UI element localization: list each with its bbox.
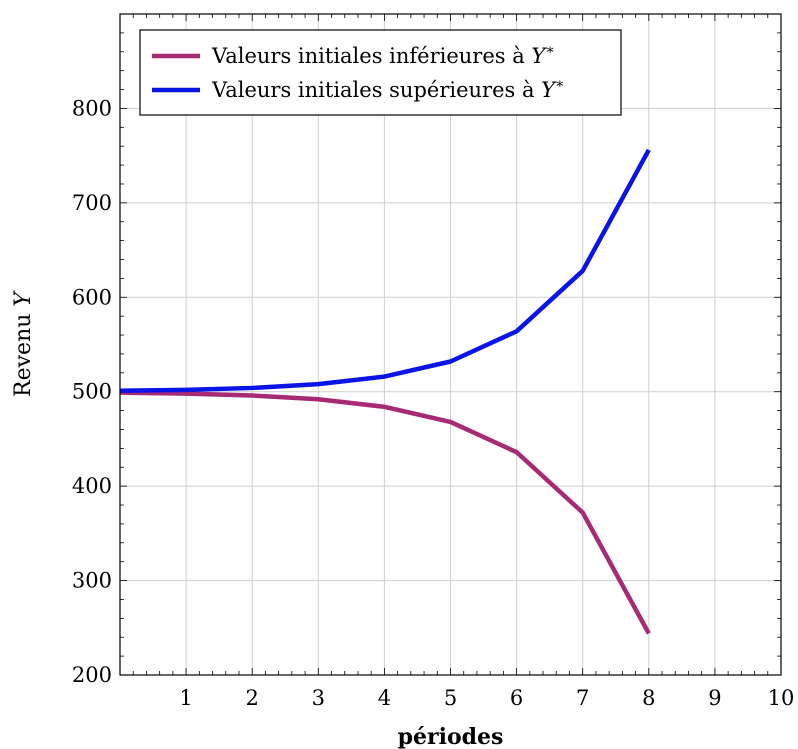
x-axis-title: périodes bbox=[398, 724, 504, 749]
legend-label-upper: Valeurs initiales supérieures à Y∗ bbox=[211, 76, 565, 102]
legend-entry-lower: Valeurs initiales inférieures à Y∗ bbox=[152, 42, 555, 68]
x-tick-label: 5 bbox=[444, 686, 457, 710]
legend-label-lower-text: Valeurs initiales inférieures à bbox=[211, 44, 531, 68]
y-axis-title: Revenu Y bbox=[11, 290, 36, 397]
series-line-upper bbox=[119, 148, 651, 394]
x-tick-label: 3 bbox=[312, 686, 325, 710]
series-line-lower bbox=[119, 390, 651, 635]
y-tick-label: 600 bbox=[72, 285, 112, 309]
y-tick-label: 400 bbox=[72, 474, 112, 498]
x-tick-label: 7 bbox=[576, 686, 589, 710]
x-tick-label: 10 bbox=[768, 686, 795, 710]
x-tick-label: 4 bbox=[378, 686, 391, 710]
x-tick-label: 9 bbox=[708, 686, 721, 710]
x-tick-labels: 1 2 3 4 5 6 7 8 9 10 bbox=[179, 686, 794, 710]
y-axis-title-symbol: Y bbox=[11, 290, 36, 307]
series-layer bbox=[119, 148, 651, 635]
x-tick-label: 6 bbox=[510, 686, 523, 710]
y-tick-labels: 200 300 400 500 600 700 800 bbox=[72, 96, 112, 687]
x-tick-label: 8 bbox=[642, 686, 655, 710]
legend-entry-upper: Valeurs initiales supérieures à Y∗ bbox=[152, 76, 565, 102]
x-tick-label: 2 bbox=[246, 686, 259, 710]
legend-label-upper-text: Valeurs initiales supérieures à bbox=[211, 78, 541, 102]
y-tick-label: 200 bbox=[72, 663, 112, 687]
legend-label-lower: Valeurs initiales inférieures à Y∗ bbox=[211, 42, 555, 68]
plot-frame bbox=[119, 13, 782, 676]
legend-label-upper-symbol: Y bbox=[541, 78, 557, 102]
y-tick-label: 700 bbox=[72, 191, 112, 215]
y-tick-label: 800 bbox=[72, 96, 112, 120]
legend-label-upper-sup: ∗ bbox=[555, 76, 565, 92]
legend-label-lower-sup: ∗ bbox=[545, 42, 555, 58]
legend-box bbox=[139, 29, 622, 116]
legend-label-lower-symbol: Y bbox=[531, 44, 547, 68]
y-tick-label: 500 bbox=[72, 380, 112, 404]
y-axis-title-text: Revenu bbox=[11, 307, 36, 397]
y-tick-label: 300 bbox=[72, 569, 112, 593]
x-tick-label: 1 bbox=[179, 686, 192, 710]
legend: Valeurs initiales inférieures à Y∗ Valeu… bbox=[139, 29, 622, 116]
